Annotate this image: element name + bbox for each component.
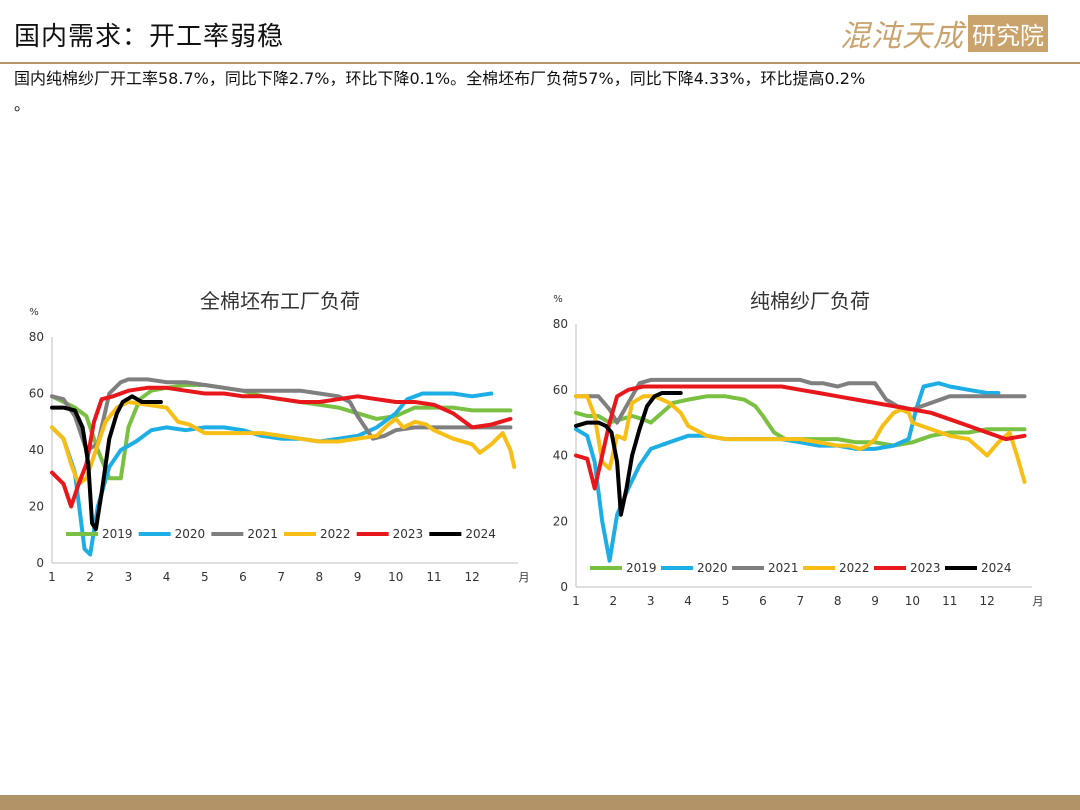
legend-label-2020: 2020	[697, 561, 728, 575]
x-tick-label: 12	[465, 570, 480, 584]
x-tick-label: 9	[871, 594, 879, 608]
series-line-2024	[574, 391, 683, 517]
legend-label-2024: 2024	[981, 561, 1012, 575]
x-tick-label: 5	[201, 570, 209, 584]
series-line-2023	[574, 384, 1027, 491]
footer-bar	[0, 795, 1080, 810]
description-text: 国内纯棉纱厂开工率58.7%，同比下降2.7%，环比下降0.1%。全棉坯布厂负荷…	[14, 66, 1064, 118]
x-tick-label: 4	[684, 594, 692, 608]
series-line-2024	[50, 394, 163, 532]
x-tick-label: 10	[905, 594, 920, 608]
legend-label-2023: 2023	[393, 527, 424, 541]
x-axis-label: 月	[1033, 595, 1044, 608]
x-tick-label: 8	[834, 594, 842, 608]
chart-title: 全棉坯布工厂负荷	[200, 289, 360, 313]
y-tick-label: 20	[29, 500, 44, 514]
x-tick-label: 9	[354, 570, 362, 584]
legend-label-2021: 2021	[768, 561, 799, 575]
x-tick-label: 6	[239, 570, 247, 584]
x-tick-label: 1	[48, 570, 56, 584]
x-tick-label: 11	[426, 570, 441, 584]
series-line-2023	[50, 385, 513, 509]
series-line-2019	[574, 394, 1027, 448]
y-axis-label: %	[29, 307, 39, 318]
x-tick-label: 11	[942, 594, 957, 608]
y-tick-label: 80	[29, 330, 44, 344]
x-tick-label: 2	[610, 594, 618, 608]
y-tick-label: 80	[553, 317, 568, 331]
description-main: 国内纯棉纱厂开工率58.7%，同比下降2.7%，环比下降0.1%。全棉坯布厂负荷…	[14, 69, 866, 88]
x-tick-label: 6	[759, 594, 767, 608]
header-divider	[0, 62, 1080, 64]
x-axis-label: 月	[519, 571, 530, 584]
series-line-2021	[50, 377, 513, 452]
x-tick-label: 8	[316, 570, 324, 584]
y-tick-label: 0	[36, 556, 44, 570]
series-line-2021	[574, 377, 1027, 425]
x-tick-label: 3	[125, 570, 133, 584]
series-line-2020	[574, 381, 1001, 563]
x-tick-label: 2	[86, 570, 94, 584]
x-tick-label: 1	[572, 594, 580, 608]
legend-label-2019: 2019	[102, 527, 133, 541]
y-tick-label: 60	[29, 387, 44, 401]
legend-label-2021: 2021	[247, 527, 278, 541]
y-tick-label: 20	[553, 514, 568, 528]
y-tick-label: 40	[553, 449, 568, 463]
y-tick-label: 40	[29, 443, 44, 457]
x-tick-label: 7	[277, 570, 285, 584]
description-end: 。	[14, 95, 31, 114]
x-tick-label: 3	[647, 594, 655, 608]
legend-label-2020: 2020	[175, 527, 206, 541]
y-tick-label: 60	[553, 383, 568, 397]
legend-label-2022: 2022	[320, 527, 351, 541]
series-line-2022	[574, 394, 1027, 484]
legend-label-2023: 2023	[910, 561, 941, 575]
legend-label-2022: 2022	[839, 561, 870, 575]
y-axis-label: %	[553, 294, 563, 305]
chart-title: 纯棉纱厂负荷	[750, 289, 870, 313]
legend-label-2019: 2019	[626, 561, 657, 575]
logo-text: 混沌天成	[840, 19, 964, 54]
x-tick-label: 7	[796, 594, 804, 608]
series-line-2022	[50, 400, 517, 486]
x-tick-label: 5	[722, 594, 730, 608]
x-tick-label: 12	[980, 594, 995, 608]
x-tick-label: 4	[163, 570, 171, 584]
brand-logo: 混沌天成 研究院	[840, 12, 1048, 54]
x-tick-label: 10	[388, 570, 403, 584]
legend-label-2024: 2024	[465, 527, 496, 541]
logo-box-text: 研究院	[968, 14, 1048, 52]
y-tick-label: 0	[560, 580, 568, 594]
page-title: 国内需求：开工率弱稳	[14, 22, 285, 52]
